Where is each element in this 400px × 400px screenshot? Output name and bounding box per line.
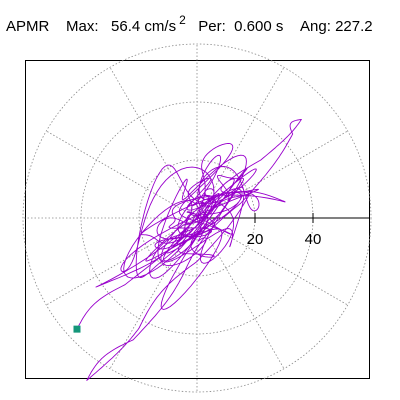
- grid-spoke-120: [109, 67, 198, 219]
- grid-spoke-210: [46, 217, 198, 306]
- period-value: 0.600 s: [234, 18, 284, 35]
- header: APMR Max: 56.4 cm/s 2 Per: 0.600 s Ang: 2…: [6, 13, 373, 35]
- grid-spoke-150: [46, 130, 198, 219]
- motion-trace: [76, 118, 302, 381]
- radial-tick-label-20: 20: [247, 231, 264, 248]
- grid-spoke-30: [196, 130, 348, 219]
- plot-frame: [25, 60, 370, 379]
- max-exponent: 2: [179, 13, 186, 27]
- grid-ring-60: [22, 43, 372, 393]
- period-label: Per:: [198, 18, 226, 35]
- station-code: APMR: [6, 18, 50, 35]
- max-label: Max:: [66, 18, 99, 35]
- radial-tick-label-40: 40: [305, 231, 322, 248]
- angle-label: Ang:: [300, 18, 331, 35]
- grid-spoke-300: [196, 217, 285, 369]
- end-marker-group: [73, 325, 81, 333]
- grid-spoke-60: [196, 67, 285, 219]
- motion-trace-path: [76, 118, 302, 381]
- angle-value: 227.2: [335, 18, 373, 35]
- end-marker: [73, 325, 81, 333]
- max-value: 56.4 cm/s: [111, 18, 177, 35]
- radial-axis: 20 40: [197, 213, 369, 248]
